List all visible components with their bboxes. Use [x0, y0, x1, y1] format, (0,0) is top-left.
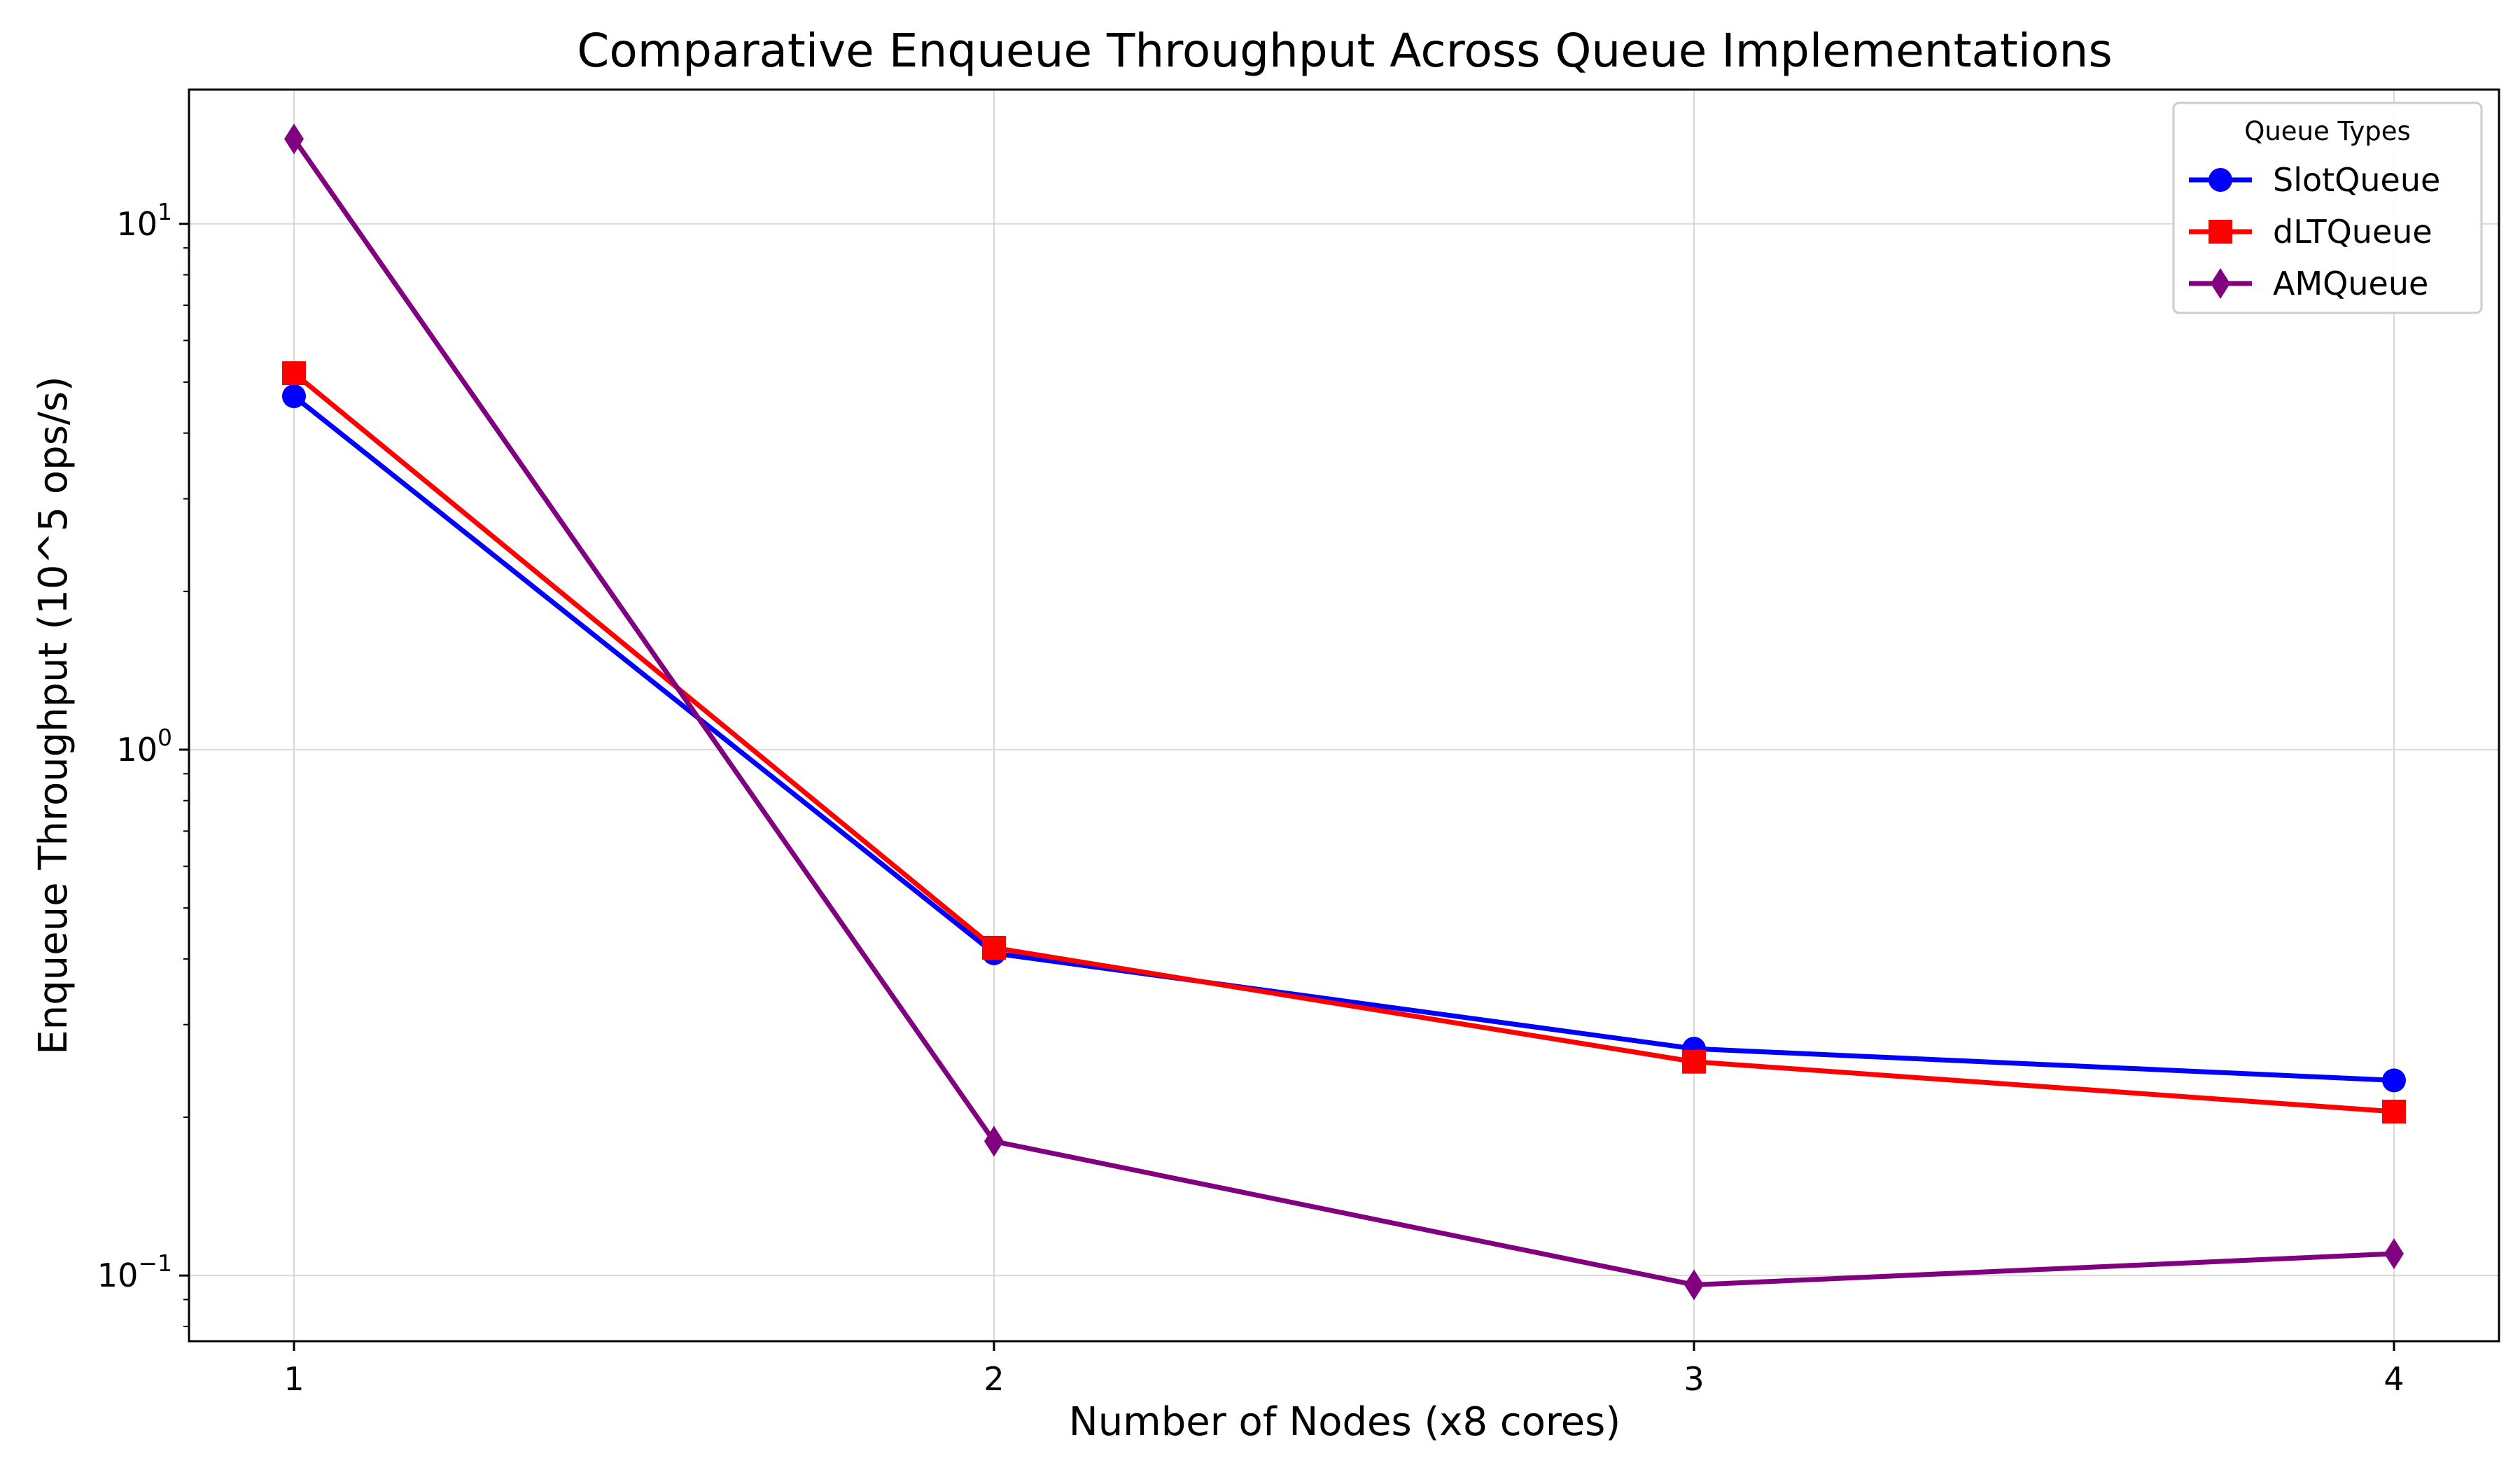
grid — [189, 90, 2499, 1341]
chart-title: Comparative Enqueue Throughput Across Qu… — [577, 24, 2113, 78]
x-axis: 1 2 3 4 — [284, 1341, 2404, 1398]
data-point — [2384, 1238, 2404, 1270]
series-dltqueue — [282, 361, 2406, 1124]
legend-item-dltqueue: dLTQueue — [2189, 213, 2432, 251]
legend-item-amqueue: AMQueue — [2189, 265, 2428, 302]
x-tick-label: 2 — [983, 1360, 1004, 1398]
x-tick-label: 1 — [284, 1360, 304, 1398]
data-point — [984, 1126, 1004, 1157]
legend: Queue Types SlotQueue dLTQueue AMQueue — [2172, 102, 2483, 314]
series-line — [292, 394, 2395, 1083]
y-tick-label: 100 — [116, 724, 172, 769]
y-axis: 10−1 100 101 — [97, 198, 189, 1327]
series-layer — [282, 123, 2406, 1301]
data-point — [982, 935, 1006, 960]
data-point — [2382, 1099, 2406, 1124]
data-point — [2211, 268, 2230, 299]
legend-label: dLTQueue — [2273, 213, 2432, 251]
y-axis-label: Enqueue Throughput (10^5 ops/s) — [31, 376, 76, 1055]
data-point — [2208, 220, 2232, 244]
x-axis-label: Number of Nodes (x8 cores) — [1069, 1399, 1620, 1445]
y-tick-label: 101 — [116, 198, 172, 243]
data-point — [282, 384, 306, 409]
series-line — [292, 137, 2395, 1287]
legend-item-slotqueue: SlotQueue — [2189, 161, 2440, 199]
data-point — [1684, 1269, 1704, 1301]
legend-title: Queue Types — [2244, 116, 2411, 146]
series-slotqueue — [282, 384, 2406, 1093]
legend-label: SlotQueue — [2273, 161, 2440, 199]
x-tick-label: 3 — [1684, 1360, 1704, 1398]
data-point — [282, 361, 306, 386]
legend-label: AMQueue — [2273, 265, 2428, 302]
data-point — [2208, 168, 2232, 192]
y-tick-label: 10−1 — [97, 1250, 172, 1294]
plot-frame — [188, 88, 2500, 1343]
legend-box — [2172, 102, 2483, 314]
series-line — [292, 371, 2395, 1114]
data-point — [1682, 1049, 1706, 1074]
data-point — [2382, 1068, 2406, 1093]
data-point — [284, 123, 304, 155]
series-amqueue — [284, 123, 2404, 1301]
x-tick-label: 4 — [2384, 1360, 2404, 1398]
